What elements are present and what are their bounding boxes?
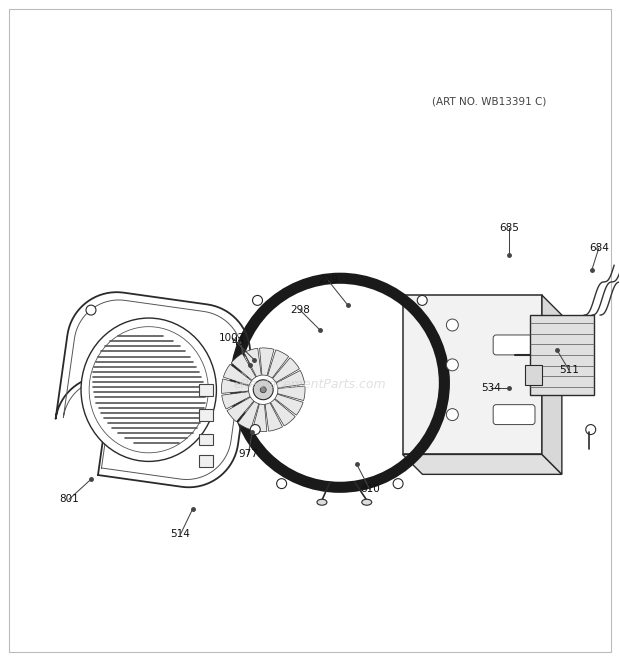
Circle shape xyxy=(446,359,458,371)
Circle shape xyxy=(446,319,458,331)
Ellipse shape xyxy=(81,318,216,461)
Wedge shape xyxy=(277,386,305,401)
Wedge shape xyxy=(273,358,299,383)
Circle shape xyxy=(260,387,266,393)
Wedge shape xyxy=(252,404,267,432)
Circle shape xyxy=(417,295,427,305)
Wedge shape xyxy=(223,364,252,385)
Text: 534: 534 xyxy=(481,383,501,393)
Circle shape xyxy=(86,305,96,315)
Polygon shape xyxy=(542,295,562,475)
Text: (ART NO. WB13391 C): (ART NO. WB13391 C) xyxy=(432,96,546,106)
Wedge shape xyxy=(227,397,254,422)
Wedge shape xyxy=(244,348,261,377)
Bar xyxy=(525,365,542,385)
Text: 685: 685 xyxy=(499,223,519,233)
Ellipse shape xyxy=(361,499,372,505)
Text: 810: 810 xyxy=(360,485,379,494)
Wedge shape xyxy=(231,354,256,380)
FancyBboxPatch shape xyxy=(493,405,535,424)
Circle shape xyxy=(250,424,260,434)
Text: 514: 514 xyxy=(170,529,190,539)
Circle shape xyxy=(393,479,403,488)
Text: 977: 977 xyxy=(238,449,258,459)
Text: eReplacementParts.com: eReplacementParts.com xyxy=(234,378,386,391)
Wedge shape xyxy=(222,392,250,409)
Wedge shape xyxy=(276,370,304,388)
Circle shape xyxy=(586,424,596,434)
Text: 801: 801 xyxy=(59,494,79,504)
Text: 684: 684 xyxy=(589,243,609,253)
Wedge shape xyxy=(275,394,303,415)
Ellipse shape xyxy=(317,499,327,505)
Ellipse shape xyxy=(89,327,208,453)
Text: 43: 43 xyxy=(232,337,245,347)
Bar xyxy=(529,315,594,395)
Text: 298: 298 xyxy=(290,305,310,315)
Wedge shape xyxy=(260,348,274,375)
Text: 511: 511 xyxy=(559,365,579,375)
Wedge shape xyxy=(221,379,249,393)
Circle shape xyxy=(252,295,262,305)
Wedge shape xyxy=(268,350,289,378)
Wedge shape xyxy=(265,403,283,431)
Text: 229: 229 xyxy=(318,275,338,286)
Polygon shape xyxy=(402,295,542,455)
Circle shape xyxy=(253,380,273,400)
Wedge shape xyxy=(237,401,259,430)
FancyBboxPatch shape xyxy=(199,384,213,396)
FancyBboxPatch shape xyxy=(199,408,213,420)
Circle shape xyxy=(277,479,286,488)
Circle shape xyxy=(446,408,458,420)
Polygon shape xyxy=(402,455,562,475)
FancyBboxPatch shape xyxy=(493,335,535,355)
Wedge shape xyxy=(270,399,295,426)
Text: 1002: 1002 xyxy=(219,333,246,343)
FancyBboxPatch shape xyxy=(199,455,213,467)
FancyBboxPatch shape xyxy=(199,434,213,446)
